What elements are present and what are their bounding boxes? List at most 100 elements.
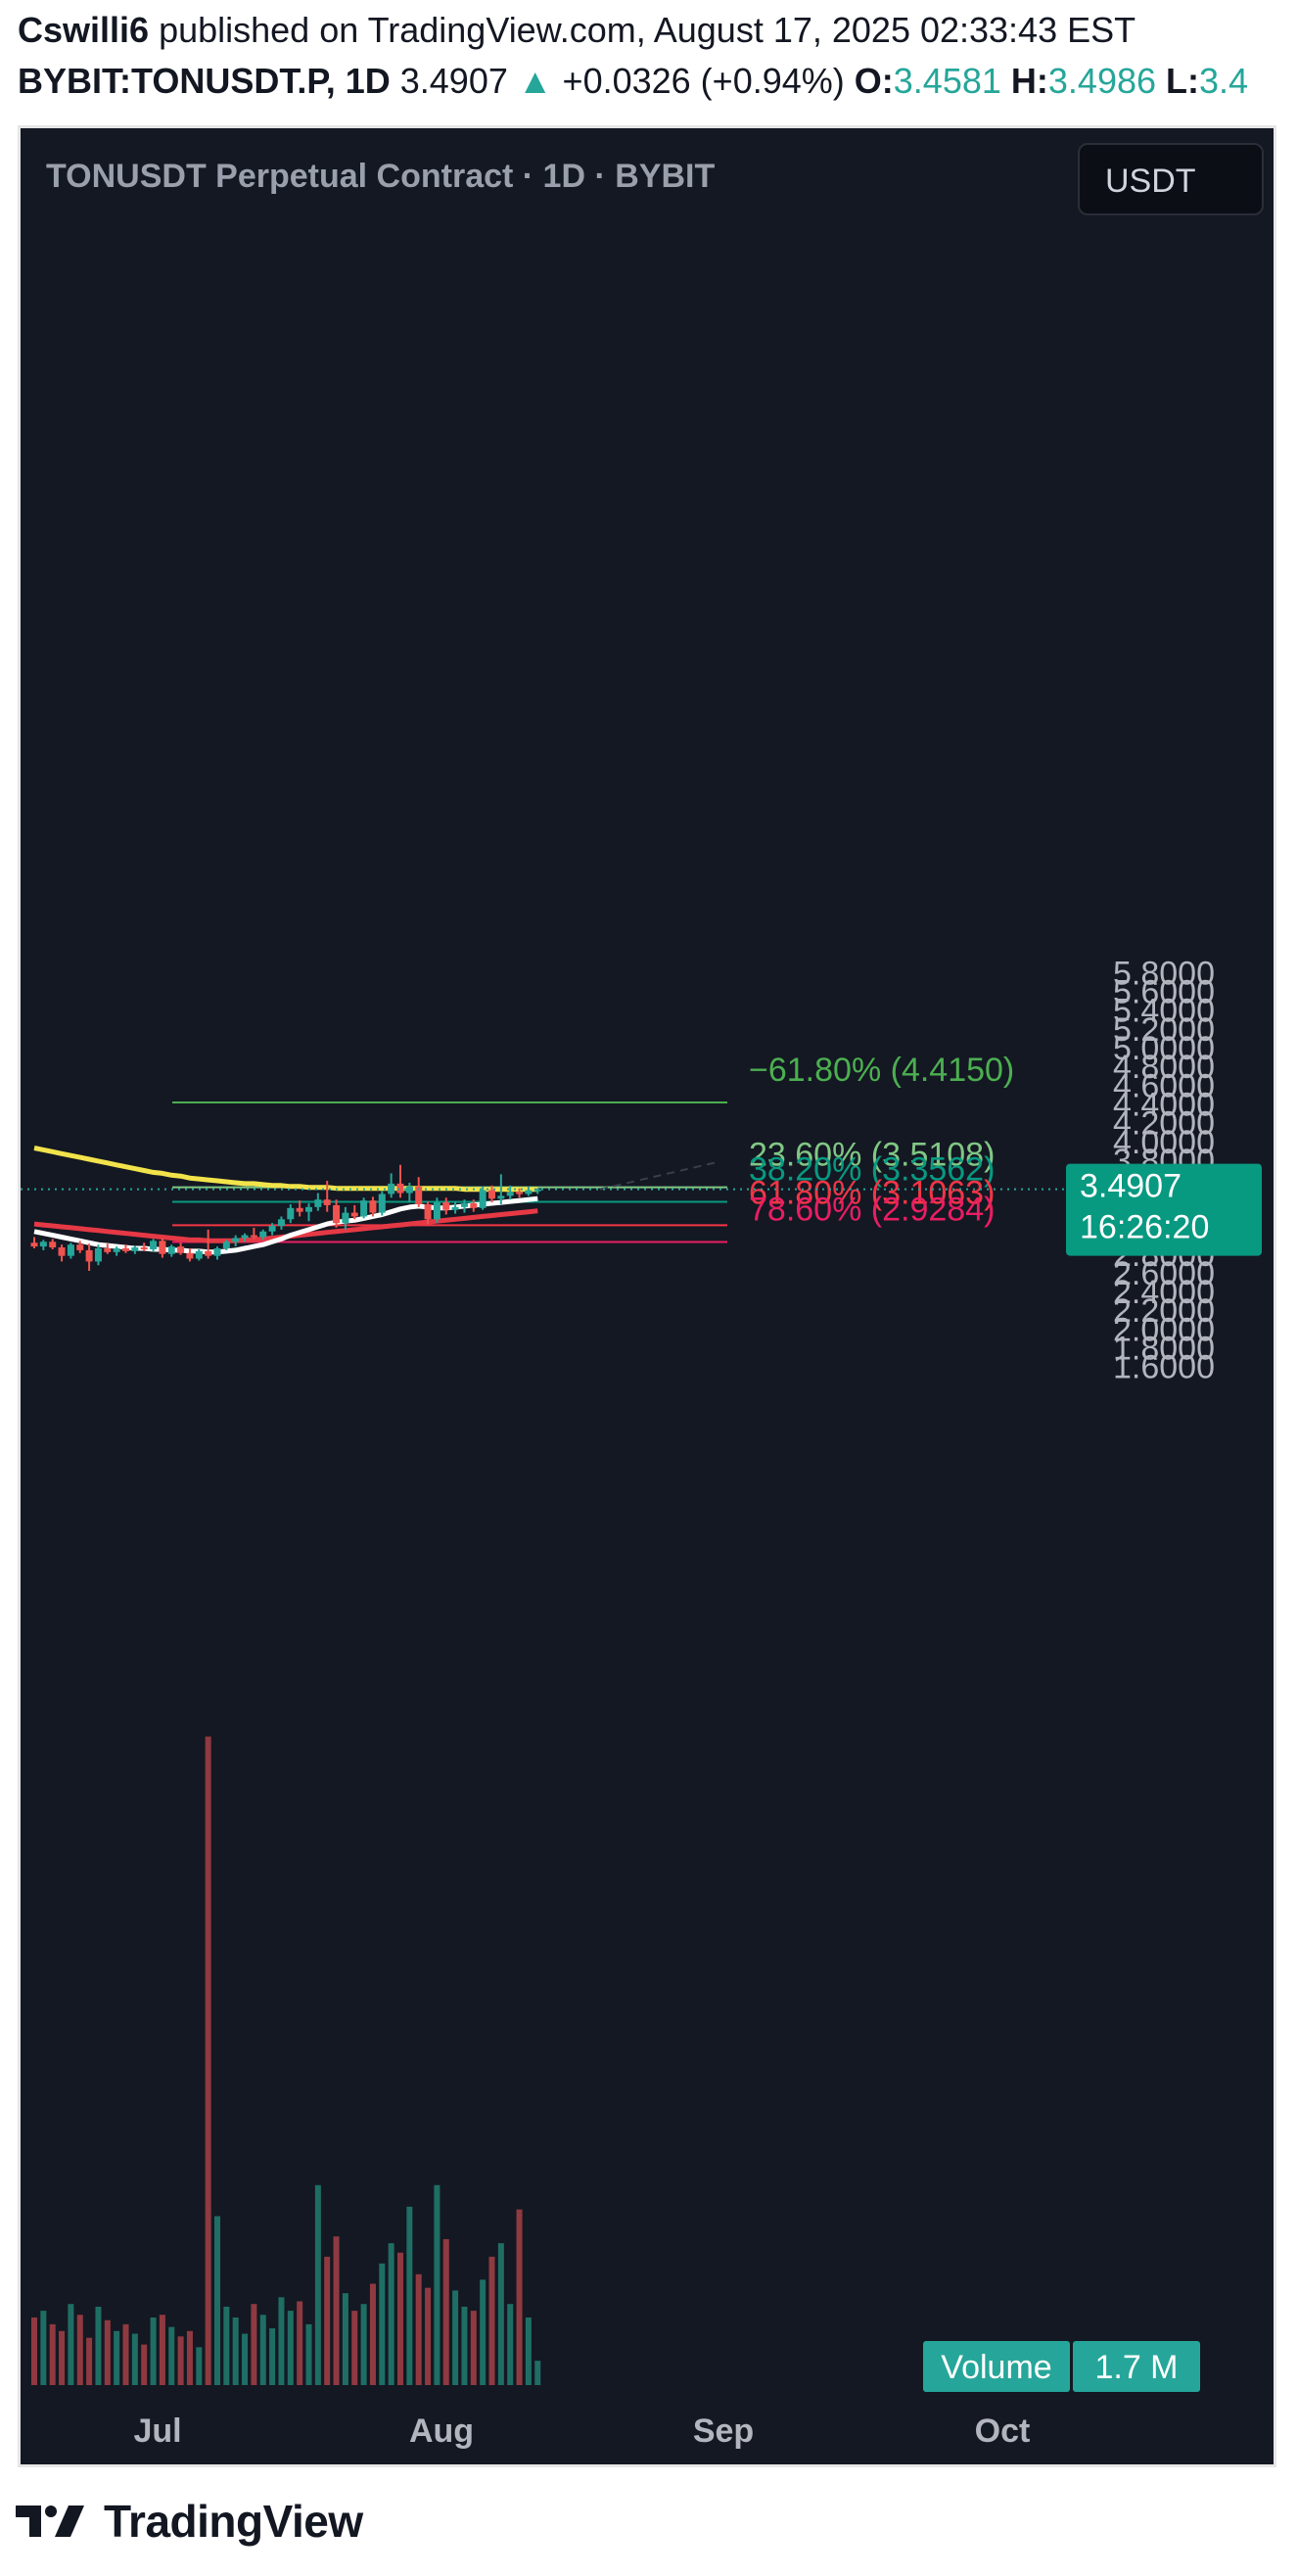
chart-title: TONUSDT Perpetual Contract · 1D · BYBIT [46,158,716,195]
time-tick-label: Oct [975,2412,1031,2450]
price-tick-label: 4.6000 [1113,1067,1215,1104]
candle-body [360,1200,368,1217]
candle-body [369,1200,377,1213]
volume-bar [297,2301,303,2385]
candle-body [67,1244,74,1256]
candle-body [396,1183,404,1194]
last-price-badge [1066,1163,1262,1256]
volume-bar [186,2330,193,2385]
volume-bar [205,1736,211,2385]
candle-body [460,1203,468,1207]
currency-button[interactable]: USDT [1078,143,1264,215]
candle-body [222,1241,230,1249]
candle-body [58,1247,66,1256]
price-tick-label: 2.0000 [1113,1311,1215,1348]
volume-bar [168,2326,175,2385]
time-tick-label: Jul [133,2412,181,2450]
volume-bar [470,2311,477,2385]
price-change: +0.0326 (+0.94%) [562,61,845,101]
volume-bar [480,2279,487,2385]
volume-bar [76,2315,83,2385]
volume-bar [534,2361,541,2385]
candle-body [442,1202,450,1210]
volume-bar [49,2323,56,2385]
candle-body [39,1241,47,1247]
candle-body [323,1199,331,1205]
low-value: 3.4 [1199,61,1249,101]
price-tick-label: 2.6000 [1113,1255,1215,1292]
volume-bar [369,2283,376,2385]
volume-bar [452,2290,459,2385]
volume-bar [406,2206,413,2385]
volume-bar [461,2306,468,2385]
fib-level-label: 78.60% (2.9284) [749,1191,995,1228]
price-tick-label: 5.8000 [1113,955,1215,992]
candle-body [140,1247,148,1250]
candle-body [277,1219,285,1227]
moving-average-yellow [33,1146,538,1193]
price-tick-label: 1.8000 [1113,1331,1215,1368]
volume-bar [305,2323,312,2385]
high-label: H: [1010,61,1048,101]
price-chart[interactable]: 5.80005.60005.40005.20005.00004.80004.60… [21,128,1274,2464]
volume-bar [388,2243,394,2385]
time-tick-label: Sep [693,2412,754,2450]
candle-body [122,1248,129,1251]
tradingview-logo[interactable]: TradingView [16,2495,363,2548]
volume-bar [259,2315,266,2385]
volume-legend-value: 1.7 M [1094,2349,1178,2386]
volume-bar [68,2304,74,2385]
volume-bar [360,2304,367,2385]
candle-body [479,1190,487,1208]
volume-bar [59,2330,66,2385]
volume-bar [351,2311,358,2385]
volume-bar [242,2333,249,2385]
candle-body [525,1190,533,1194]
price-tick-label: 5.2000 [1113,1011,1215,1049]
volume-bar [159,2315,165,2385]
low-label: L: [1166,61,1200,101]
price-tick-label: 5.4000 [1113,993,1215,1030]
price-tick-label: 2.4000 [1113,1274,1215,1311]
volume-bar [507,2304,514,2385]
volume-bar [287,2311,294,2385]
symbol-label: BYBIT:TONUSDT.P, 1D [18,61,391,101]
author-name: Cswilli6 [18,10,150,50]
candle-body [159,1241,166,1254]
published-text: published on TradingView.com, August 17,… [159,10,1136,50]
volume-bar [31,2318,37,2385]
volume-bar [150,2318,157,2385]
volume-bar [214,2216,220,2385]
fib-level-label: 38.20% (3.3562) [749,1150,995,1188]
chart-panel[interactable]: 5.8000 5.6000 5.4000 5.2000 5.0000 4.8000 4.60… [18,125,1276,2467]
candle-body [296,1207,303,1212]
candle-body [94,1248,102,1262]
volume-bar [314,2184,321,2385]
volume-bar [131,2333,138,2385]
candle-body [250,1235,257,1238]
candle-body [305,1206,312,1212]
candle-body [314,1199,322,1207]
candle-body [488,1190,495,1199]
volume-bar [251,2304,257,2385]
volume-bar [342,2293,348,2385]
candle-body [259,1231,267,1238]
volume-bar [269,2328,276,2385]
volume-bar [488,2256,495,2385]
volume-bar [122,2323,129,2385]
last-price-badge-value: 3.4907 [1080,1168,1182,1205]
candle-body [516,1192,524,1194]
price-tick-label: 4.4000 [1113,1086,1215,1123]
candle-body [232,1238,240,1242]
volume-bar [324,2256,331,2385]
time-tick-label: Aug [409,2412,474,2450]
candle-body [85,1249,93,1262]
volume-legend-box [923,2341,1070,2392]
candle-body [287,1207,295,1220]
price-tick-label: 5.0000 [1113,1030,1215,1067]
volume-bar [223,2306,230,2385]
candle-body [350,1212,358,1217]
volume-legend-label: Volume [941,2349,1051,2386]
quote-line: BYBIT:TONUSDT.P, 1D 3.4907 ▲ +0.0326 (+0… [18,61,1248,102]
volume-bar [333,2236,340,2385]
